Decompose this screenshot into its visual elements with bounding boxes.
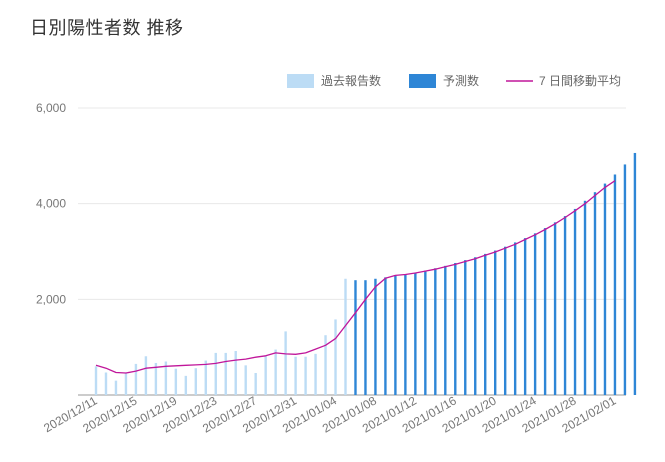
bar-forecast: [444, 265, 447, 395]
bar-forecast: [613, 174, 617, 395]
bar-reported: [314, 353, 317, 395]
bar-reported: [254, 372, 257, 395]
bar-forecast: [523, 238, 527, 395]
bar-forecast: [543, 228, 547, 395]
bar-forecast: [394, 275, 397, 395]
bar-forecast: [633, 152, 637, 395]
bar-reported: [124, 373, 128, 395]
bar-reported: [224, 352, 227, 395]
bar-reported: [324, 335, 327, 395]
bar-reported: [234, 350, 237, 395]
bar-forecast: [503, 246, 507, 395]
bar-reported: [264, 355, 267, 395]
legend-swatch-forecast: [409, 74, 436, 88]
bar-reported: [194, 368, 197, 395]
bar-forecast: [533, 233, 537, 395]
moving-average-line: [95, 180, 616, 374]
bar-forecast: [484, 253, 487, 395]
bar-reported: [204, 360, 207, 395]
y-tick-label: 2,000: [36, 292, 66, 306]
bar-reported: [134, 363, 138, 395]
legend-label-average: 7 日間移動平均: [539, 74, 621, 88]
bar-forecast: [573, 208, 577, 395]
bar-forecast: [354, 280, 357, 395]
legend-swatch-reported: [287, 74, 314, 88]
bar-reported: [94, 366, 98, 395]
bar-forecast: [494, 250, 497, 395]
bar-forecast: [563, 216, 567, 395]
bar-reported: [284, 331, 287, 395]
legend-label-forecast: 予測数: [443, 73, 479, 88]
chart-title: 日別陽性者数 推移: [30, 18, 184, 38]
legend-label-reported: 過去報告数: [321, 73, 381, 88]
bar-forecast: [414, 272, 417, 395]
bar-reported: [164, 361, 168, 395]
bar-reported: [144, 356, 148, 395]
bar-reported: [294, 356, 297, 395]
bar-forecast: [364, 280, 367, 395]
bar-forecast: [603, 183, 607, 395]
bar-reported: [334, 319, 337, 395]
bar-forecast: [583, 200, 587, 395]
bar-forecast: [454, 262, 457, 395]
bar-forecast: [404, 274, 407, 395]
bar-reported: [184, 375, 188, 395]
bar-forecast: [464, 260, 467, 395]
bar-reported: [244, 365, 247, 395]
y-tick-label: 6,000: [36, 101, 66, 115]
bar-reported: [344, 278, 347, 395]
bar-forecast: [593, 192, 597, 395]
bar-reported: [274, 349, 277, 395]
y-tick-label: 4,000: [36, 197, 66, 211]
bar-forecast: [384, 277, 387, 395]
bar-reported: [104, 372, 108, 395]
bar-forecast: [434, 268, 437, 395]
bar-forecast: [623, 164, 627, 395]
bar-reported: [174, 368, 178, 395]
bar-forecast: [513, 242, 517, 395]
bar-reported: [304, 356, 307, 395]
bar-reported: [114, 380, 118, 395]
bar-forecast: [553, 222, 557, 395]
bar-reported: [214, 352, 217, 395]
bar-reported: [154, 362, 158, 395]
bar-forecast: [474, 257, 477, 395]
bar-forecast: [424, 270, 427, 395]
bar-forecast: [374, 278, 377, 395]
